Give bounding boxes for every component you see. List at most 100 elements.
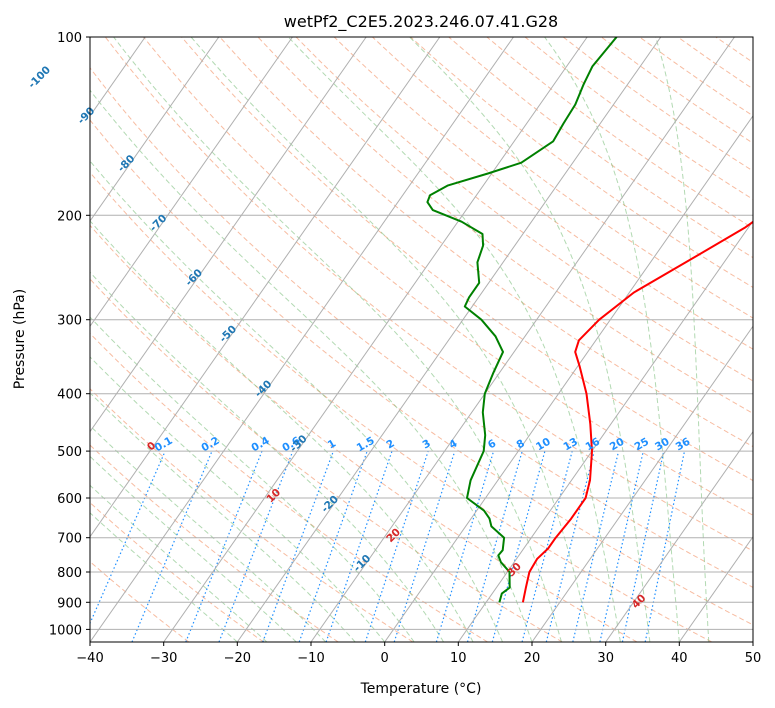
mixing-ratio-line (466, 450, 523, 642)
moist-adiabat-line (90, 392, 356, 642)
mixing-ratio-line (364, 450, 429, 642)
dry-adiabat-line (90, 560, 190, 642)
x-tick-label: −40 (76, 651, 103, 666)
moist-adiabat-line (90, 271, 445, 642)
dry-adiabat-line (486, 37, 753, 229)
temperature-profile-line (521, 220, 753, 603)
dewpoint-profile-line (426, 37, 618, 603)
dry-adiabat-line (754, 37, 775, 642)
isotherm-line (605, 430, 753, 642)
mixing-ratio-line (521, 450, 573, 642)
dry-adiabat-line (90, 67, 753, 588)
moist-adiabat-line (90, 455, 297, 642)
x-tick-label: −20 (224, 651, 251, 666)
y-tick-label: 200 (57, 209, 82, 224)
mixing-ratio-line (262, 450, 334, 642)
axis-ticks: −40 −30 −20 −10 0 10 20 30 40 50 100 200 300 400 500 60… (49, 31, 761, 666)
moist-adiabat-line (90, 356, 386, 642)
mixing-ratio-label: 6 (486, 437, 498, 451)
dry-adiabat-line (90, 171, 712, 642)
dry-adiabat-line (333, 37, 753, 350)
moist-adiabat-line (90, 89, 533, 642)
isotherm-line (90, 37, 220, 222)
y-tick-label: 400 (57, 388, 82, 403)
dry-adiabat-line (143, 37, 753, 516)
x-tick-label: −10 (297, 651, 324, 666)
isotherm-line (90, 37, 293, 328)
temperature-label: -60 (183, 267, 205, 289)
chart-title: wetPf2_C2E5.2023.246.07.41.G28 (284, 12, 558, 32)
moist-adiabat-line (544, 37, 680, 642)
mixing-ratio-line (90, 450, 166, 625)
x-tick-label: 0 (381, 651, 389, 666)
x-axis-title: Temperature (°C) (360, 681, 482, 697)
y-tick-label: 900 (57, 596, 82, 611)
dry-adiabat-line (90, 388, 414, 642)
temperature-label: -90 (75, 105, 97, 127)
x-tick-label: 30 (597, 651, 614, 666)
y-tick-label: 700 (57, 532, 82, 547)
moist-adiabat-line (409, 37, 651, 642)
isotherm-line (163, 37, 588, 642)
isotherm-line (90, 37, 441, 538)
moist-adiabat-line (90, 512, 238, 642)
dry-adiabat-line (90, 444, 339, 642)
moist-adiabat-line (90, 220, 474, 642)
mixing-ratio-line (325, 450, 393, 642)
dry-adiabat-line (601, 37, 753, 144)
isotherm-line (384, 114, 753, 642)
y-tick-label: 500 (57, 445, 82, 460)
y-tick-label: 100 (57, 31, 82, 46)
x-tick-label: −30 (150, 651, 177, 666)
mixing-ratio-line (298, 450, 368, 642)
dry-adiabat-line (372, 37, 753, 319)
moist-adiabat-line (287, 37, 621, 642)
plot-frame (89, 36, 754, 643)
x-tick-label: 20 (524, 651, 541, 666)
moist-adiabat-line (190, 37, 592, 642)
isotherm-line (236, 37, 662, 642)
mixing-ratio-label: 1 (326, 437, 338, 451)
dry-adiabat-label: 10 (264, 486, 283, 505)
isotherm-line (678, 535, 753, 642)
dry-adiabat-line (410, 37, 753, 289)
x-tick-label: 50 (745, 651, 762, 666)
y-tick-label: 300 (57, 314, 82, 329)
isotherm-line (310, 37, 735, 642)
temperature-label: -10 (351, 552, 373, 574)
dry-adiabat-line (90, 119, 753, 626)
dry-adiabat-line (181, 37, 753, 482)
y-tick-label: 600 (57, 492, 82, 507)
dry-adiabat-label: 30 (505, 560, 524, 579)
y-tick-label: 800 (57, 566, 82, 581)
profile-lines (426, 37, 753, 603)
mixing-ratio-line (572, 450, 620, 642)
line-labels: 0.1 0.2 0.4 0.6 1 1.5 2 3 4 6 8 10 13 16 20 25 30 3601020… (26, 64, 692, 611)
dry-adiabat-line (257, 37, 753, 414)
dry-adiabat-label: 20 (384, 526, 403, 545)
mixing-ratio-line (644, 450, 686, 642)
isotherm-line (457, 220, 753, 642)
x-tick-label: 40 (671, 651, 688, 666)
mixing-ratio-line (393, 450, 456, 642)
mixing-ratio-line (491, 450, 546, 642)
temperature-label: -100 (26, 64, 53, 91)
y-tick-label: 1000 (49, 623, 82, 638)
isotherm-line (90, 37, 514, 642)
temperature-label: -50 (217, 323, 239, 345)
dry-adiabat-line (715, 37, 753, 64)
dry-adiabat-line (104, 37, 753, 552)
background-lines (0, 37, 775, 642)
moist-adiabat-line (90, 425, 327, 642)
x-tick-label: 10 (450, 651, 467, 666)
moist-adiabat-line (90, 484, 268, 642)
isotherm-line (90, 37, 367, 433)
moist-adiabat-line (655, 37, 710, 642)
y-axis-title: Pressure (hPa) (12, 289, 28, 389)
moist-adiabat-line (90, 316, 415, 642)
dry-adiabat-line (639, 37, 753, 117)
isotherm-line (0, 37, 72, 642)
dry-adiabat-line (295, 37, 753, 382)
isotherm-line (752, 641, 753, 642)
